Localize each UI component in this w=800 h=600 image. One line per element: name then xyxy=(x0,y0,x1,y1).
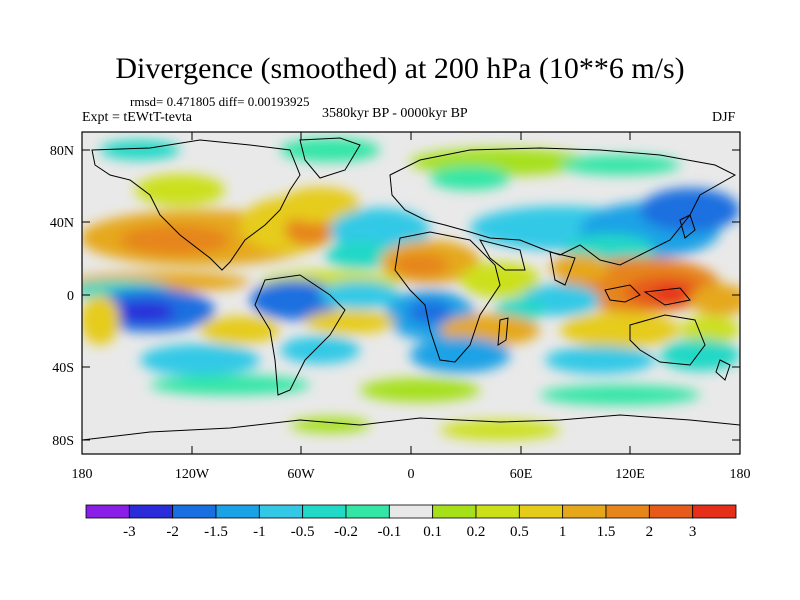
colorbar-swatch xyxy=(215,504,260,519)
colorbar-swatch xyxy=(475,504,520,519)
colorbar-swatch xyxy=(692,504,737,519)
coastlines xyxy=(82,137,740,441)
colorbar-label: 1 xyxy=(559,524,567,540)
experiment-label: Expt = tEWtT-tevta xyxy=(82,110,193,125)
colorbar-swatch xyxy=(258,504,304,519)
lat-label-40n: 40N xyxy=(50,216,74,231)
lat-label-40s: 40S xyxy=(52,361,74,376)
lat-label-0: 0 xyxy=(67,289,74,304)
lon-label-180e: 180 xyxy=(730,467,751,482)
colorbar-label: 3 xyxy=(689,524,697,540)
colorbar-label: 0.1 xyxy=(423,524,442,540)
colorbar-swatch xyxy=(128,504,174,519)
season-label: DJF xyxy=(712,110,736,125)
lat-label-80n: 80N xyxy=(50,144,74,159)
colorbar-label: -0.1 xyxy=(377,524,401,540)
colorbar-label: -0.5 xyxy=(291,524,315,540)
colorbar-swatch xyxy=(85,504,130,519)
colorbar-swatch xyxy=(345,504,390,519)
colorbar-label: -1 xyxy=(253,524,266,540)
lon-label-120e: 120E xyxy=(615,467,645,482)
lon-label-0: 0 xyxy=(408,467,415,482)
rmsd-diff-stats: rmsd= 0.471805 diff= 0.00193925 xyxy=(130,94,310,109)
longitude-ticks xyxy=(191,132,631,454)
colorbar-label: 2 xyxy=(646,524,654,540)
colorbar-swatch xyxy=(432,504,477,519)
colorbar-label: -0.2 xyxy=(334,524,358,540)
colorbar-label: 0.5 xyxy=(510,524,529,540)
colorbar-swatch xyxy=(388,504,434,519)
lon-label-60w: 60W xyxy=(287,467,315,482)
divergence-field xyxy=(82,138,740,440)
lon-label-120w: 120W xyxy=(175,467,210,482)
colorbar-swatch xyxy=(172,504,217,519)
colorbar-swatch xyxy=(648,504,694,519)
time-period-label: 3580kyr BP - 0000kyr BP xyxy=(322,106,468,121)
colorbar-label: 0.2 xyxy=(467,524,486,540)
colorbar-swatch xyxy=(302,504,347,519)
colorbar-label: 1.5 xyxy=(597,524,616,540)
colorbar-swatch xyxy=(562,504,607,519)
colorbar: -3 -2 -1.5 -1 -0.5 -0.2 -0.1 0.1 0.2 0.5 1 1.5 2 3 xyxy=(85,504,737,540)
colorbar-label: -1.5 xyxy=(204,524,228,540)
colorbar-label: -3 xyxy=(123,524,136,540)
colorbar-label: -2 xyxy=(166,524,179,540)
lat-label-80s: 80S xyxy=(52,434,74,449)
lon-label-60e: 60E xyxy=(510,467,533,482)
colorbar-swatch xyxy=(518,504,564,519)
colorbar-swatch xyxy=(605,504,650,519)
latitude-ticks xyxy=(82,149,740,441)
plot-title: Divergence (smoothed) at 200 hPa (10**6 … xyxy=(115,52,685,85)
lon-label-180w: 180 xyxy=(72,467,93,482)
